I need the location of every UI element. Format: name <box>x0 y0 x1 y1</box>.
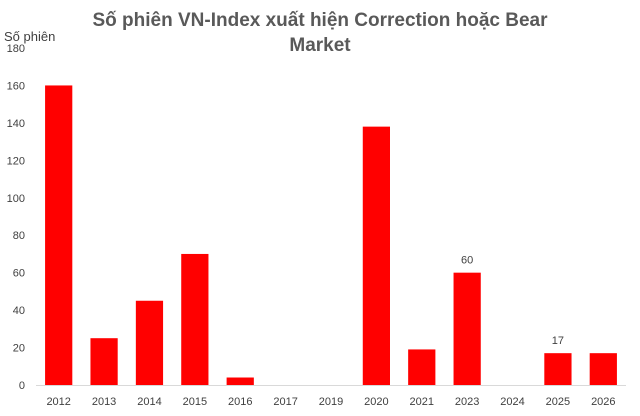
bar-2023 <box>453 272 481 385</box>
x-tick-label: 2026 <box>591 396 615 408</box>
y-tick-label: 140 <box>7 118 25 130</box>
bar-2013 <box>90 338 118 385</box>
y-tick-label: 120 <box>7 155 25 167</box>
chart-title: Số phiên VN-Index xuất hiện Correction h… <box>92 10 548 56</box>
x-tick-label: 2023 <box>455 396 479 408</box>
data-label-2023: 60 <box>461 255 473 267</box>
bar-2020 <box>362 126 390 385</box>
bar-2012 <box>45 85 73 385</box>
bar-2025 <box>544 353 572 385</box>
bar-2026 <box>589 353 617 385</box>
y-axis-ticks: 0 20 40 60 80 100 120 140 160 180 <box>7 43 25 392</box>
bars <box>45 85 617 385</box>
bar-2021 <box>408 349 436 385</box>
x-tick-label: 2024 <box>500 396 524 408</box>
y-tick-label: 40 <box>13 305 25 317</box>
data-labels: 60 17 <box>461 255 564 348</box>
data-label-2025: 17 <box>552 335 564 347</box>
y-tick-label: 20 <box>13 343 25 355</box>
y-tick-label: 60 <box>13 268 25 280</box>
y-axis-label: Số phiên <box>4 29 56 44</box>
x-tick-label: 2019 <box>319 396 343 408</box>
x-tick-label: 2020 <box>364 396 388 408</box>
x-tick-label: 2013 <box>92 396 116 408</box>
y-tick-label: 100 <box>7 193 25 205</box>
x-tick-label: 2017 <box>273 396 297 408</box>
bar-2015 <box>181 253 209 385</box>
x-axis-ticks: 2012 2013 2014 2015 2016 2017 2019 2020 2021 2023… <box>46 396 615 408</box>
y-tick-label: 180 <box>7 43 25 55</box>
y-tick-label: 0 <box>19 380 25 392</box>
bar-2016 <box>226 377 254 385</box>
x-tick-label: 2012 <box>46 396 70 408</box>
bar-2014 <box>135 300 164 385</box>
x-tick-label: 2014 <box>137 396 161 408</box>
y-tick-label: 80 <box>13 230 25 242</box>
x-tick-label: 2015 <box>183 396 207 408</box>
y-tick-label: 160 <box>7 80 25 92</box>
x-tick-label: 2025 <box>546 396 570 408</box>
x-tick-label: 2021 <box>410 396 434 408</box>
x-tick-label: 2016 <box>228 396 252 408</box>
